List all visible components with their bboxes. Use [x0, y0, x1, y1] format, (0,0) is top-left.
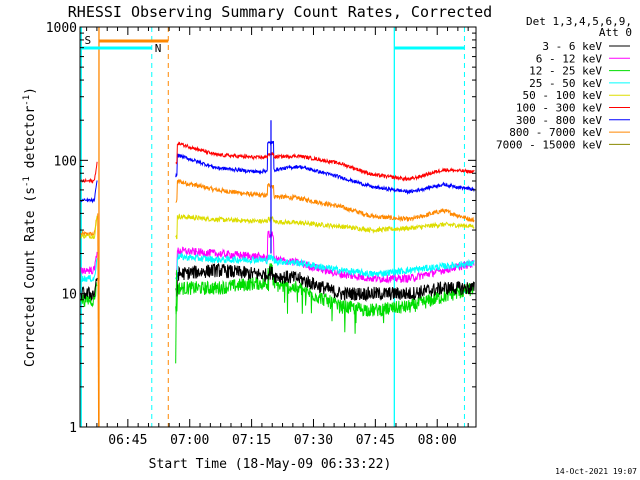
series-line: [175, 213, 475, 240]
series-line: [175, 178, 475, 223]
series-line-pre: [80, 281, 98, 308]
x-tick-label: 07:15: [232, 433, 271, 448]
plot-frame: [79, 26, 477, 428]
legend-label: 3 - 6 keV: [542, 40, 602, 53]
x-tick-label: 07:30: [294, 433, 333, 448]
x-axis-label: Start Time (18-May-09 06:33:22): [149, 457, 392, 472]
series-line-pre: [81, 161, 98, 184]
series-300to800keV: [80, 140, 475, 204]
x-tick-label: 07:00: [170, 433, 209, 448]
legend-header: Att 0: [599, 26, 632, 39]
series-line: [175, 140, 475, 195]
x-tick-label: 06:45: [108, 433, 147, 448]
legend-label: 50 - 100 keV: [523, 89, 603, 102]
x-tick-label: 08:00: [418, 433, 457, 448]
legend-label: 12 - 25 keV: [529, 65, 602, 78]
series-line: [175, 251, 475, 282]
saa-label: S: [84, 34, 91, 47]
night-label: N: [155, 42, 162, 55]
series-3to6keV: [80, 262, 475, 302]
x-tick-label: 07:45: [356, 433, 395, 448]
series-line: [175, 230, 475, 284]
legend-label: 7000 - 15000 keV: [496, 138, 602, 151]
saa-drop: [97, 213, 100, 428]
y-axis: 1 10 100 1000: [46, 21, 476, 436]
series-line-pre: [80, 277, 98, 302]
series-line-pre: [80, 258, 98, 282]
series-line-pre: [80, 180, 98, 204]
series-50to100keV: [80, 213, 475, 240]
y-tick-label: 1: [69, 421, 77, 436]
y-axis-label: Corrected Count Rate (s-1 detector-1): [22, 87, 38, 367]
series-6to12keV: [80, 230, 475, 284]
x-axis: 06:45 07:00 07:15 07:30 07:45 08:00: [86, 27, 469, 448]
series-line: [175, 263, 475, 334]
series-line-pre: [80, 215, 98, 240]
series-100to300keV: [81, 141, 475, 184]
legend-header: Det 1,3,4,5,6,9,: [526, 15, 632, 28]
y-tick-label: 10: [61, 288, 77, 303]
series-12to25keV: [80, 263, 475, 334]
series-line: [175, 141, 475, 182]
series-25to50keV: [80, 251, 475, 282]
y-tick-label: 100: [54, 154, 77, 169]
legend-label: 800 - 7000 keV: [509, 126, 602, 139]
legend-label: 6 - 12 keV: [536, 52, 603, 65]
chart-title: RHESSI Observing Summary Count Rates, Co…: [68, 3, 492, 21]
legend-label: 25 - 50 keV: [529, 77, 602, 90]
series-line-pre: [80, 251, 98, 275]
legend-label: 300 - 800 keV: [516, 114, 602, 127]
y-tick-label: 1000: [46, 21, 77, 36]
series-group: [80, 120, 475, 428]
series-line: [175, 262, 475, 302]
recovery-spike: [175, 270, 178, 364]
footer-timestamp: 14-Oct-2021 19:07: [555, 467, 637, 476]
observing-intervals: SN: [80, 27, 465, 427]
legend-label: 100 - 300 keV: [516, 102, 602, 115]
